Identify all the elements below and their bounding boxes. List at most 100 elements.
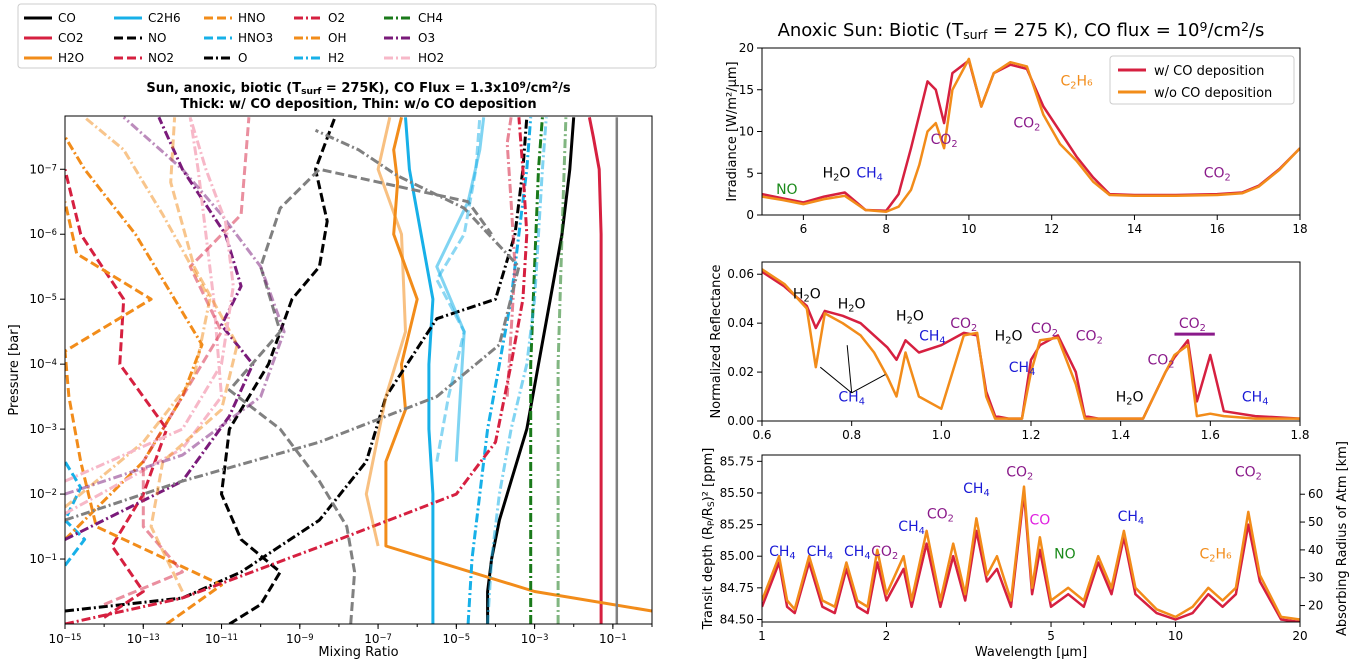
text-span: 2 xyxy=(1034,122,1040,133)
annotation: CO2 xyxy=(927,506,954,524)
x-tick-label: 2 xyxy=(883,629,891,643)
text-span: 2 xyxy=(1200,323,1206,334)
legend-label: HO2 xyxy=(418,51,444,65)
annotation: C2H₆ xyxy=(1060,74,1093,92)
text-span: CO xyxy=(1031,321,1052,337)
y-right-tick-label: 50 xyxy=(1308,515,1323,529)
text-span: 4 xyxy=(859,396,865,407)
text-span: 2 xyxy=(1070,80,1076,91)
y-tick-label: 10−4 xyxy=(29,357,57,371)
text-span: 4 xyxy=(827,551,833,562)
axes-frame xyxy=(64,115,653,625)
x-tick-label: 10−11 xyxy=(205,632,238,646)
text-span: 4 xyxy=(1262,396,1268,407)
series-line xyxy=(762,491,1300,622)
series-line xyxy=(384,116,652,613)
y-right-tick-label: 40 xyxy=(1308,543,1323,557)
text-span: CO xyxy=(1148,353,1169,369)
text-span: 2 xyxy=(1052,327,1058,338)
y-tick-label: 10−3 xyxy=(29,422,57,436)
series-line xyxy=(65,116,212,509)
text-span: CO xyxy=(1013,115,1034,131)
text-span: 10 xyxy=(29,422,44,436)
text-span: NO xyxy=(776,182,798,198)
text-span: −13 xyxy=(142,632,160,642)
y-right-tick-label: 20 xyxy=(1308,599,1323,613)
text-span: −11 xyxy=(220,632,238,642)
series-group xyxy=(762,485,1300,622)
text-span: 2 xyxy=(833,172,839,183)
legend-label: w/ CO deposition xyxy=(1154,64,1264,79)
text-span: )² [ppm] xyxy=(701,448,716,502)
text-span: /s xyxy=(558,81,571,96)
text-span: −15 xyxy=(64,632,82,642)
text-span: 10 xyxy=(29,162,44,176)
y-tick-label: 10−6 xyxy=(29,227,57,241)
text-span: −7 xyxy=(380,632,392,642)
y-tick-label: 84.75 xyxy=(720,581,754,595)
x-tick-label: 14 xyxy=(1127,222,1142,236)
x-tick-label: 1.4 xyxy=(1111,428,1130,442)
text-span: H₆ xyxy=(1216,547,1233,563)
text-span: 10 xyxy=(127,632,142,646)
y-tick-label: 10−1 xyxy=(29,552,57,566)
y-right-tick-label: 30 xyxy=(1308,571,1323,585)
y-tick-label: 0.04 xyxy=(727,316,754,330)
x-tick-label: 0.6 xyxy=(752,428,771,442)
text-span: CH xyxy=(1242,389,1262,405)
x-tick-label: 10−7 xyxy=(364,632,392,646)
text-span: CH xyxy=(844,544,864,560)
annotation: H2O xyxy=(1116,389,1144,407)
annotation: CH4 xyxy=(807,544,834,562)
text-span: Transit depth (R xyxy=(701,526,716,630)
x-tick-label: 10−3 xyxy=(521,632,549,646)
text-span: −5 xyxy=(458,632,470,642)
legend-label: NO xyxy=(148,31,166,45)
text-span: 2 xyxy=(1126,396,1132,407)
text-span: 9 xyxy=(520,81,526,91)
text-span: CO xyxy=(1006,465,1027,481)
transit-chart: 1 2 5 10 2084.5084.7585.0085.2585.5085.75CH4… xyxy=(701,441,1350,660)
series-line xyxy=(65,460,87,567)
annotation: H2O xyxy=(823,165,851,183)
text-span: −2 xyxy=(45,487,57,497)
y-tick-label: 0 xyxy=(746,208,754,222)
text-span: CO xyxy=(1179,316,1200,332)
series-line xyxy=(65,116,235,483)
x-tick-label: 12 xyxy=(1044,222,1059,236)
y-tick-label: 85.00 xyxy=(720,549,754,563)
text-span: 2 xyxy=(948,513,954,524)
series-group xyxy=(762,57,1300,213)
text-span: H xyxy=(838,296,849,312)
text-span: 4 xyxy=(1029,367,1035,378)
text-span: C xyxy=(1200,547,1210,563)
series-line xyxy=(65,116,255,541)
annotation: CH4 xyxy=(1118,509,1145,527)
text-span: = 275 K), CO flux = 10 xyxy=(987,20,1199,41)
text-span: 2 xyxy=(848,303,854,314)
text-span: O xyxy=(913,309,924,325)
series-line xyxy=(486,117,548,624)
text-span: −1 xyxy=(45,552,57,562)
text-span: CO xyxy=(871,544,892,560)
text-span: 10 xyxy=(29,487,44,501)
text-span: H xyxy=(1116,389,1127,405)
series-line xyxy=(149,117,239,593)
text-span: 10 xyxy=(29,552,44,566)
text-span: CH xyxy=(919,328,939,344)
text-span: surf xyxy=(963,27,988,42)
text-span: −3 xyxy=(536,632,548,642)
legend-box xyxy=(1109,55,1295,105)
text-span: Sun, anoxic, biotic (T xyxy=(146,81,301,96)
profile-chart: CO CO2 H2O C2H6 NO NO2 HNO HNO3 O O2 OH H2 CH4 O3 HO2 S… xyxy=(7,3,657,660)
y-tick-label: 85.25 xyxy=(720,518,754,532)
text-span: 10 xyxy=(443,632,458,646)
annotation: CO2 xyxy=(950,316,977,334)
legend-label: O2 xyxy=(328,11,345,25)
x-tick-label: 18 xyxy=(1292,222,1307,236)
series-group xyxy=(762,268,1300,420)
text-span: CO xyxy=(927,506,948,522)
text-span: 2 xyxy=(1225,172,1231,183)
text-span: surf xyxy=(301,87,322,97)
